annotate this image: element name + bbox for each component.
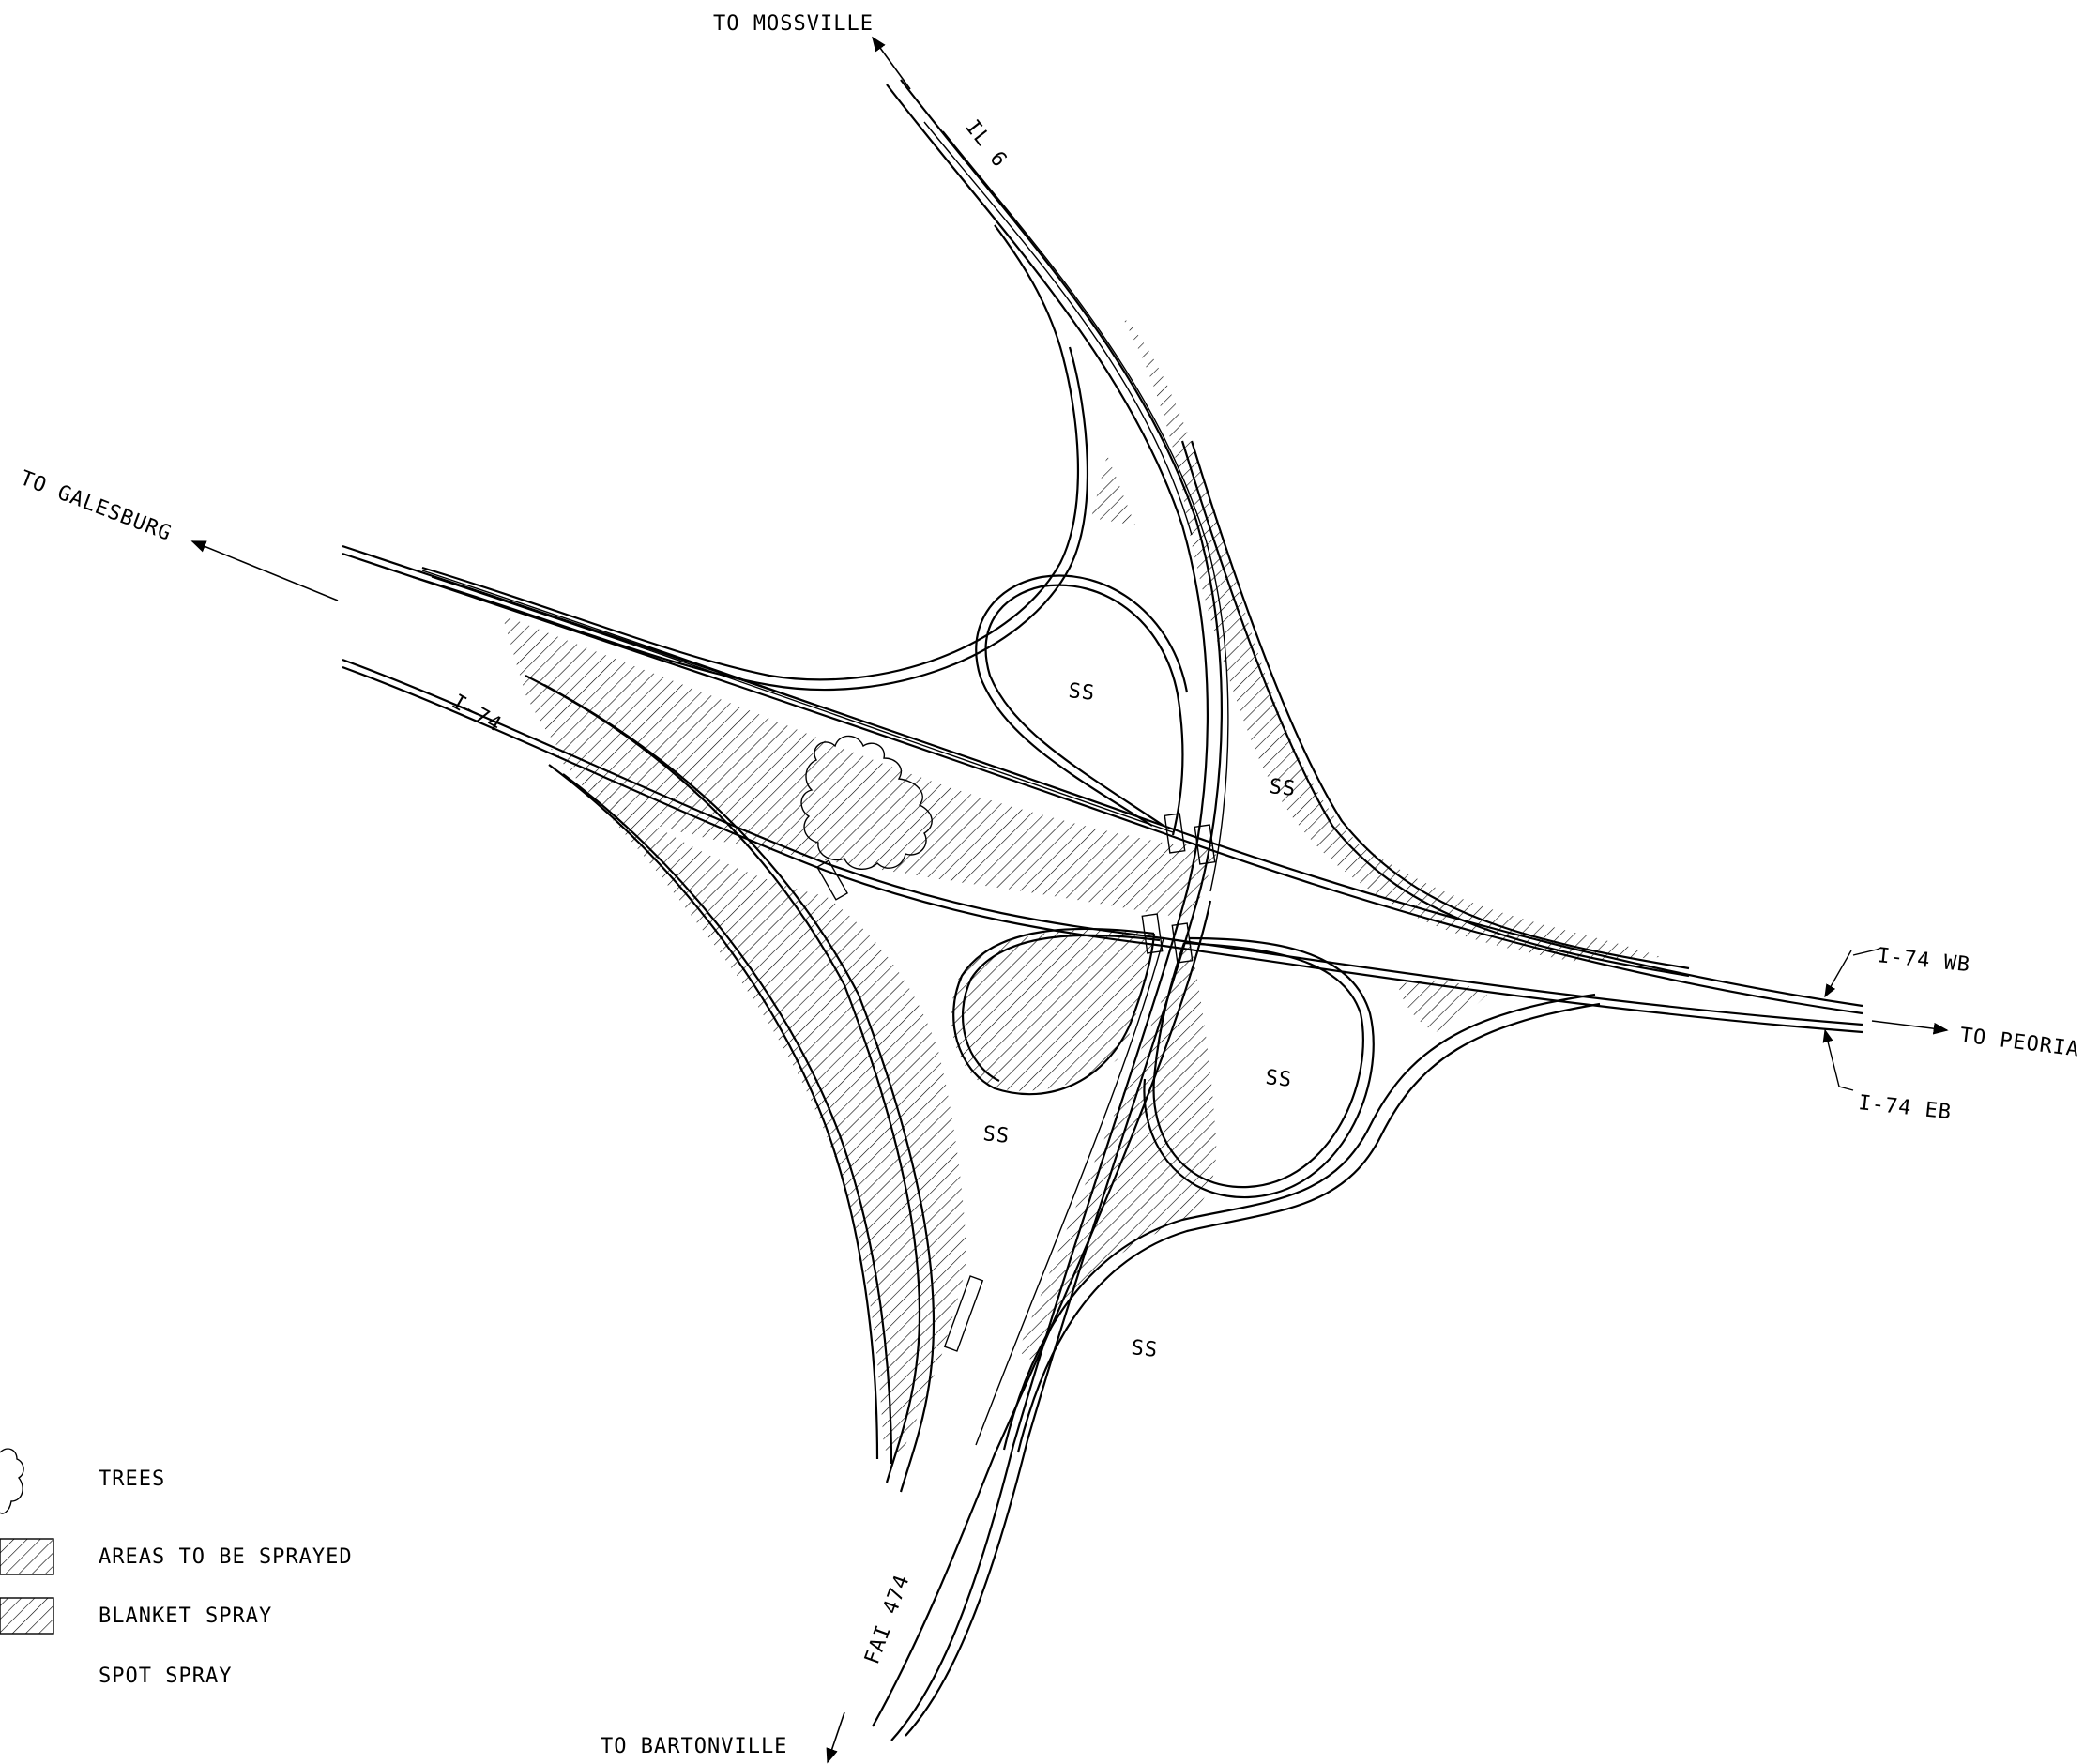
label-ss-2: SS (1268, 775, 1297, 801)
label-ss-5: SS (1130, 1336, 1159, 1362)
legend-trees-label: TREES (99, 1467, 165, 1491)
cloverleaf-loops (952, 574, 1375, 1199)
ramps (412, 224, 1690, 1493)
trees-icon (800, 735, 933, 870)
leader-i74-eb-line (1822, 1028, 1840, 1087)
arrow-bartonville (826, 1711, 845, 1764)
label-galesburg: TO GALESBURG (17, 466, 175, 546)
spray-area-west-center (502, 615, 1220, 920)
arrow-galesburg (190, 540, 339, 601)
label-i74: I-74 (448, 691, 506, 738)
label-i74-wb: I-74 WB (1876, 944, 1971, 977)
spray-area-east-small (1398, 980, 1487, 1032)
legend: TREES AREAS TO BE SPRAYED BLANKET SPRAY … (0, 1448, 353, 1688)
spray-areas (502, 315, 1661, 1454)
label-peoria: TO PEORIA (1958, 1024, 2080, 1061)
loop-southeast (1152, 941, 1364, 1189)
legend-spot-label: SPOT SPRAY (99, 1665, 232, 1688)
legend-trees-icon (0, 1448, 24, 1514)
label-i74-eb: I-74 EB (1857, 1091, 1953, 1124)
direction-arrows (190, 36, 1949, 1764)
label-bartonville: TO BARTONVILLE (601, 1735, 787, 1758)
label-mossville: TO MOSSVILLE (713, 12, 874, 36)
il6-fai474-mainline (872, 79, 1229, 1741)
leader-i74-wb (1852, 947, 1882, 956)
arrow-mossville (872, 36, 911, 90)
i74-mainline (342, 544, 1863, 1034)
legend-areas-swatch (0, 1538, 54, 1575)
spray-area-triangle (1091, 455, 1135, 525)
leader-i74-eb-tick (1838, 1086, 1854, 1091)
label-fai474: FAI 474 (860, 1572, 915, 1667)
legend-areas-label: AREAS TO BE SPRAYED (99, 1545, 353, 1569)
label-ss-1: SS (1067, 679, 1096, 706)
leader-i74-wb-line (1824, 950, 1852, 998)
legend-blanket-swatch (0, 1597, 54, 1635)
label-ss-4: SS (981, 1122, 1011, 1148)
legend-blanket-label: BLANKET SPRAY (99, 1604, 272, 1628)
arrow-peoria (1871, 1020, 1949, 1035)
loop-southwest (952, 927, 1156, 1096)
bridge-structures (815, 813, 1216, 1352)
loop-northwest (984, 584, 1184, 836)
label-ss-3: SS (1264, 1066, 1293, 1092)
spray-area-loop-southwest (951, 929, 1154, 1091)
spray-area-northeast (1121, 315, 1661, 962)
